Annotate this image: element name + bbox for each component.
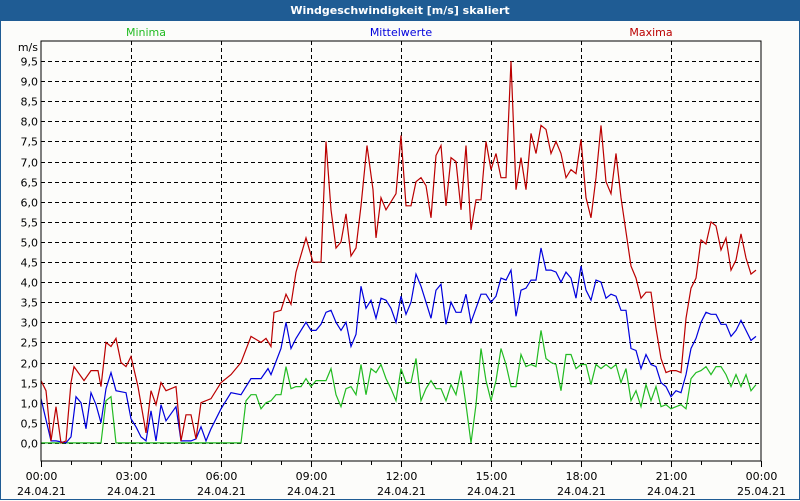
y-tick-label: 4,5 [21, 257, 39, 270]
grid [41, 41, 761, 461]
x-tick-date: 24.04.21 [107, 485, 156, 498]
x-tick-time: 00:00 [26, 470, 58, 483]
x-tick-date: 25.04.21 [737, 485, 786, 498]
legend: Minima Mittelwerte Maxima [126, 26, 673, 39]
x-tick-date: 24.04.21 [17, 485, 66, 498]
y-tick-label: 2,0 [21, 358, 39, 371]
y-tick-label: 7,0 [21, 157, 39, 170]
y-tick-label: 0,5 [21, 418, 39, 431]
x-tick-time: 21:00 [656, 470, 688, 483]
series-line-maxima [40, 61, 757, 444]
y-tick-label: 2,5 [21, 337, 39, 350]
y-tick-label: 5,0 [21, 237, 39, 250]
x-tick-date: 24.04.21 [197, 485, 246, 498]
legend-minima: Minima [126, 26, 166, 39]
x-tick-time: 09:00 [296, 470, 328, 483]
x-tick-time: 15:00 [476, 470, 508, 483]
y-tick-label: 5,5 [21, 217, 39, 230]
y-tick-label: 6,5 [21, 177, 39, 190]
y-tick-label: 6,0 [21, 197, 39, 210]
x-tick-time: 12:00 [386, 470, 418, 483]
x-tick-time: 18:00 [566, 470, 598, 483]
x-tick-labels: 00:00 24.04.21 03:00 24.04.21 06:00 24.04.21 0… [17, 461, 786, 498]
series-lines [40, 61, 757, 444]
x-tick-date: 24.04.21 [287, 485, 336, 498]
window-title: Windgeschwindigkeit [m/s] skaliert [1, 1, 799, 21]
y-tick-label: 7,5 [21, 136, 39, 149]
x-tick-time: 06:00 [206, 470, 238, 483]
x-tick-time: 03:00 [116, 470, 148, 483]
series-line-minima [41, 330, 757, 444]
y-tick-label: 8,5 [21, 96, 39, 109]
y-tick-label: 9,5 [21, 56, 39, 69]
legend-mittelwerte: Mittelwerte [370, 26, 433, 39]
y-tick-label: 1,0 [21, 398, 39, 411]
x-tick-time: 00:00 [746, 470, 778, 483]
x-tick-date: 24.04.21 [557, 485, 606, 498]
x-tick-date: 24.04.21 [467, 485, 516, 498]
y-tick-label: 3,0 [21, 317, 39, 330]
series-line-mittelwerte [40, 247, 757, 444]
y-tick-label: 8,0 [21, 116, 39, 129]
y-tick-label: 4,0 [21, 277, 39, 290]
y-tick-label: 9,0 [21, 76, 39, 89]
x-tick-date: 24.04.21 [647, 485, 696, 498]
y-tick-label: 3,5 [21, 297, 39, 310]
y-axis-unit: m/s [18, 41, 38, 54]
y-tick-label: 0,0 [21, 438, 39, 451]
y-tick-label: 1,5 [21, 378, 39, 391]
x-tick-date: 24.04.21 [377, 485, 426, 498]
y-tick-labels: 0,0 0,5 1,0 1,5 2,0 2,5 3,0 3,5 4,0 4,5 5,0 5,5 6,0 6… [21, 56, 39, 451]
legend-maxima: Maxima [629, 26, 672, 39]
